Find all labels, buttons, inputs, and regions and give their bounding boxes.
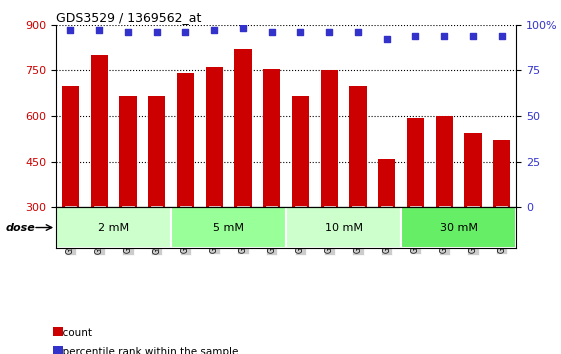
Text: GSM322014: GSM322014 (296, 207, 305, 253)
Text: GSM322016: GSM322016 (353, 207, 362, 253)
Bar (401, 207, 516, 248)
Point (152, 29, 161, 35)
Point (382, 36, 391, 42)
Bar (62, 86, 79, 207)
Text: dose: dose (6, 223, 35, 233)
Bar (148, 96, 165, 207)
Bar (171, 207, 286, 248)
Point (411, 33, 420, 39)
Bar (205, 67, 223, 207)
Point (267, 29, 276, 35)
Text: GSM322010: GSM322010 (181, 207, 190, 253)
Text: GSM322007: GSM322007 (95, 207, 104, 253)
Point (497, 33, 506, 39)
Text: 5 mM: 5 mM (213, 223, 244, 233)
Text: GSM322008: GSM322008 (123, 207, 132, 253)
Bar (350, 86, 367, 207)
Bar (292, 96, 309, 207)
Point (440, 33, 449, 39)
Text: GSM322012: GSM322012 (238, 207, 247, 253)
Text: 10 mM: 10 mM (325, 223, 362, 233)
Point (325, 29, 334, 35)
Text: GDS3529 / 1369562_at: GDS3529 / 1369562_at (56, 11, 201, 24)
Bar (91, 55, 108, 207)
Text: GSM322011: GSM322011 (210, 207, 219, 253)
Bar (263, 69, 280, 207)
Bar (286, 207, 401, 248)
Bar (119, 96, 136, 207)
Bar (378, 159, 396, 207)
Text: GSM322006: GSM322006 (66, 207, 75, 253)
Text: GSM322020: GSM322020 (468, 207, 477, 253)
Point (210, 27, 219, 33)
Point (468, 33, 477, 39)
Text: percentile rank within the sample: percentile rank within the sample (56, 347, 238, 354)
Point (95, 27, 104, 33)
Text: GSM322015: GSM322015 (325, 207, 334, 253)
Point (123, 29, 132, 35)
Text: GSM322013: GSM322013 (267, 207, 276, 253)
Bar (493, 140, 511, 207)
Text: 2 mM: 2 mM (98, 223, 129, 233)
Text: GSM322017: GSM322017 (382, 207, 391, 253)
Bar (435, 116, 453, 207)
Point (66, 27, 75, 33)
Text: count: count (56, 328, 92, 338)
Bar (234, 49, 251, 207)
Bar (177, 73, 194, 207)
Bar (320, 70, 338, 207)
Text: GSM322021: GSM322021 (497, 207, 506, 253)
Point (296, 29, 305, 35)
Point (353, 29, 362, 35)
Point (181, 29, 190, 35)
Point (238, 25, 247, 31)
Bar (56, 207, 171, 248)
Text: GSM322018: GSM322018 (411, 207, 420, 253)
Text: 30 mM: 30 mM (440, 223, 477, 233)
Text: GSM322009: GSM322009 (152, 207, 161, 253)
Bar (407, 118, 424, 207)
Bar (465, 133, 481, 207)
Text: GSM322019: GSM322019 (440, 207, 449, 253)
